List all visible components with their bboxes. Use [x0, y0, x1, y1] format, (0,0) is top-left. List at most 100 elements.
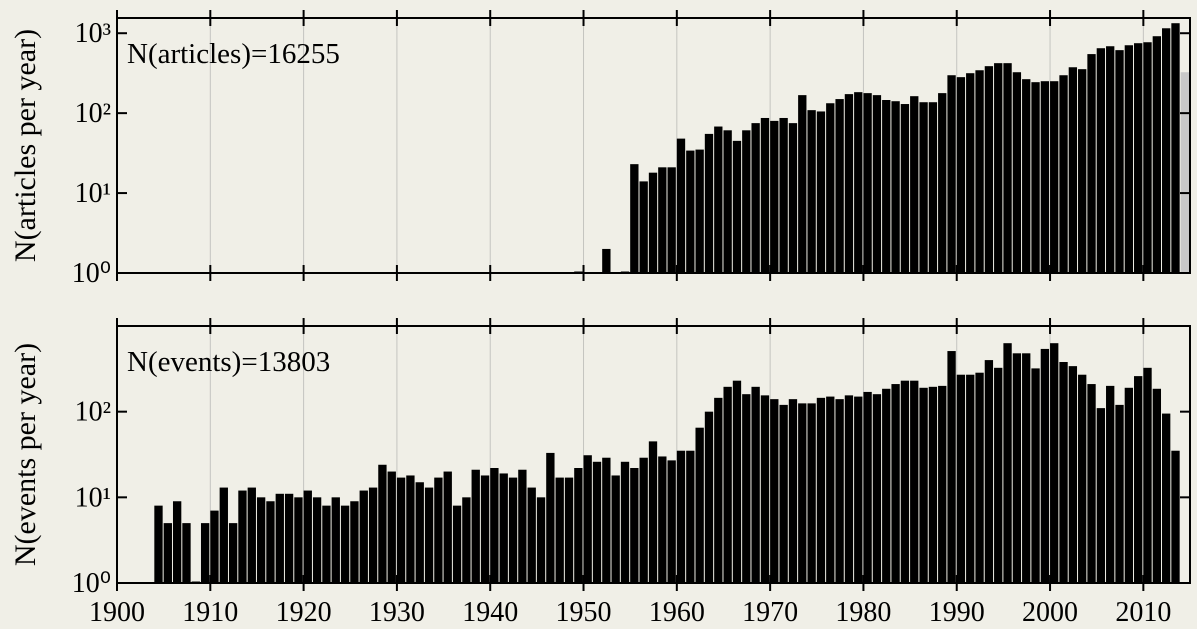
bar	[1050, 81, 1059, 273]
bar	[994, 63, 1003, 273]
bar	[966, 374, 975, 583]
bar	[788, 123, 798, 274]
bar	[1096, 408, 1106, 583]
plot-frame	[116, 17, 1191, 274]
bar	[1012, 72, 1022, 273]
bar	[686, 150, 695, 273]
bar	[312, 497, 322, 583]
bar	[816, 397, 826, 583]
bar	[574, 467, 583, 583]
bar	[770, 399, 779, 583]
x-tick-label: 1930	[369, 597, 425, 628]
bar	[1162, 28, 1171, 273]
bar	[667, 460, 676, 583]
bar	[919, 387, 928, 583]
bar	[807, 403, 816, 583]
bar	[994, 367, 1003, 583]
bar	[1115, 404, 1124, 583]
bar	[284, 493, 294, 583]
bar	[835, 99, 844, 273]
bar	[807, 110, 816, 274]
x-tick-label: 1920	[276, 597, 332, 628]
bar	[583, 455, 592, 583]
bar	[919, 102, 928, 273]
bar	[751, 123, 760, 274]
bar	[536, 497, 546, 583]
bar	[648, 441, 658, 583]
bar	[1171, 450, 1180, 583]
bar	[891, 101, 900, 273]
bar	[984, 360, 994, 583]
bar	[247, 487, 256, 583]
bar	[928, 386, 938, 583]
bar	[844, 94, 854, 273]
bar	[872, 95, 882, 273]
bar	[1106, 46, 1115, 273]
annotation: N(events)=13803	[127, 346, 330, 378]
bar	[163, 523, 172, 583]
y-axis-label: N(articles per year)	[9, 29, 42, 262]
bar	[816, 111, 826, 274]
bar	[882, 100, 891, 273]
bar	[1134, 43, 1143, 273]
bar	[396, 477, 406, 583]
bar	[322, 505, 331, 583]
bar	[452, 505, 462, 583]
bar	[378, 464, 387, 583]
bar	[1124, 45, 1134, 273]
bar	[471, 469, 480, 583]
bar	[826, 396, 835, 583]
bar	[602, 457, 611, 583]
bar	[910, 380, 919, 583]
bar	[676, 450, 686, 583]
y-tick-label: 10²	[75, 397, 111, 428]
bar	[508, 477, 518, 583]
bar	[770, 120, 779, 273]
bar	[1152, 388, 1162, 583]
bar	[620, 461, 630, 583]
bar	[1143, 42, 1152, 274]
bar	[490, 467, 499, 583]
bar	[592, 461, 602, 583]
bar	[751, 386, 760, 583]
bar	[368, 487, 378, 583]
bar	[359, 490, 368, 583]
bar	[340, 505, 350, 583]
bar	[723, 386, 732, 583]
x-tick-label: 1950	[556, 597, 612, 628]
bar	[219, 487, 228, 583]
bar	[723, 130, 732, 273]
bar	[238, 490, 247, 583]
y-tick-label: 10¹	[75, 178, 111, 209]
bar	[648, 172, 658, 273]
bar	[499, 473, 508, 583]
x-tick-label: 2010	[1115, 597, 1171, 628]
bar	[210, 510, 219, 583]
y-tick-label: 10⁰	[72, 568, 111, 599]
bar	[956, 374, 966, 583]
bar	[835, 399, 844, 583]
y-tick-label: 10²	[75, 98, 111, 129]
bar	[1180, 72, 1189, 273]
bar	[639, 457, 648, 583]
bar	[1003, 343, 1012, 583]
bar	[863, 391, 872, 583]
bar	[154, 505, 163, 583]
x-tick-label: 1900	[89, 597, 145, 628]
bar	[882, 388, 891, 583]
y-tick-label: 10⁰	[72, 258, 111, 289]
bar	[891, 384, 900, 583]
bar	[704, 133, 714, 273]
bar	[732, 380, 742, 583]
bar	[462, 497, 471, 583]
bar	[704, 411, 714, 583]
bar	[863, 93, 872, 274]
bar	[228, 523, 238, 583]
bar	[1068, 67, 1078, 273]
bar	[1078, 374, 1087, 583]
bar	[564, 477, 574, 583]
bar	[630, 164, 639, 273]
bar	[387, 471, 396, 583]
bar	[1096, 48, 1106, 274]
bar	[760, 395, 770, 583]
